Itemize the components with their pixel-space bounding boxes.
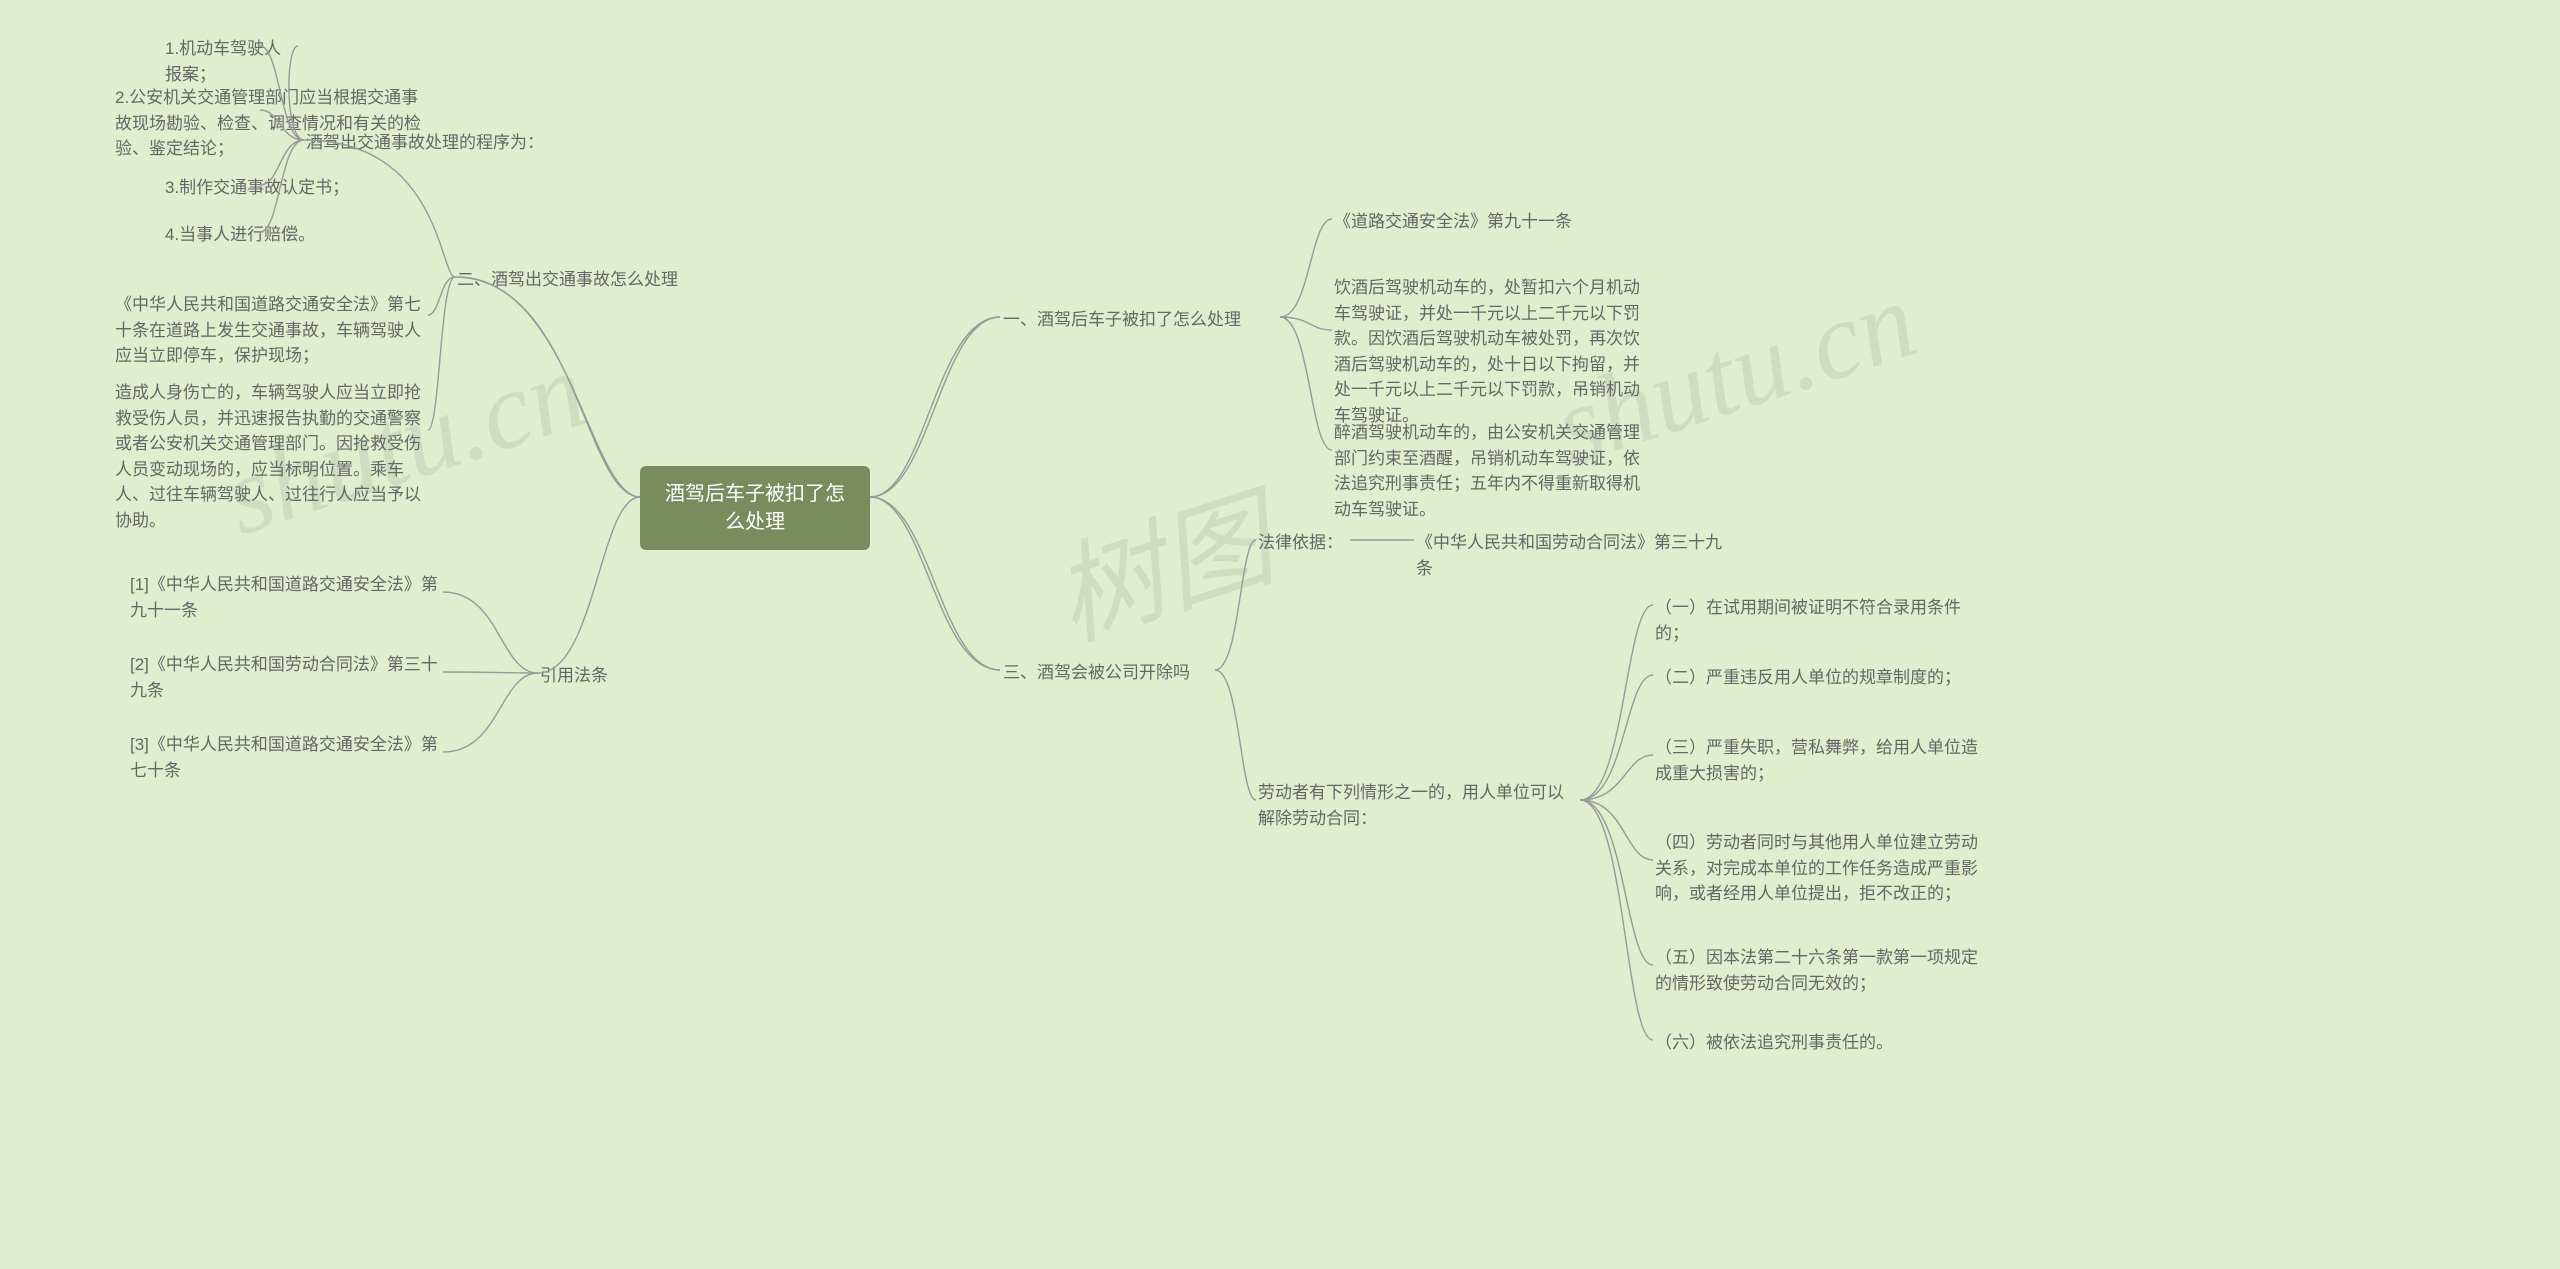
- leaf-r3b5: （五）因本法第二十六条第一款第一项规定的情形致使劳动合同无效的；: [1655, 945, 1985, 996]
- leaf-lref2: [2]《中华人民共和国劳动合同法》第三十九条: [130, 652, 440, 703]
- leaf-l2c: 造成人身伤亡的，车辆驾驶人应当立即抢救受伤人员，并迅速报告执勤的交通警察或者公安…: [115, 380, 425, 533]
- leaf-lref1: [1]《中华人民共和国道路交通安全法》第九十一条: [130, 572, 440, 623]
- leaf-r1b: 饮酒后驾驶机动车的，处暂扣六个月机动车驾驶证，并处一千元以上二千元以下罚款。因饮…: [1334, 275, 1654, 428]
- leaf-r3b: 劳动者有下列情形之一的，用人单位可以解除劳动合同：: [1258, 780, 1578, 831]
- leaf-r3b3: （三）严重失职，营私舞弊，给用人单位造成重大损害的；: [1655, 735, 1985, 786]
- leaf-r3b1: （一）在试用期间被证明不符合录用条件的；: [1655, 595, 1985, 646]
- leaf-l2a4: 4.当事人进行赔偿。: [165, 222, 325, 248]
- leaf-l2a2: 2.公安机关交通管理部门应当根据交通事故现场勘验、检查、调查情况和有关的检验、鉴…: [115, 85, 425, 162]
- leaf-r1c: 醉酒驾驶机动车的，由公安机关交通管理部门约束至酒醒，吊销机动车驾驶证，依法追究刑…: [1334, 420, 1654, 522]
- leaf-l2b: 《中华人民共和国道路交通安全法》第七十条在道路上发生交通事故，车辆驾驶人应当立即…: [115, 292, 425, 369]
- connector-lines: [0, 0, 2560, 1269]
- leaf-r1a: 《道路交通安全法》第九十一条: [1334, 209, 1634, 235]
- center-node: 酒驾后车子被扣了怎么处理: [640, 466, 870, 550]
- leaf-r3a: 法律依据：: [1258, 530, 1343, 556]
- branch-lref-label: 引用法条: [540, 663, 608, 689]
- leaf-r3b6: （六）被依法追究刑事责任的。: [1655, 1030, 1985, 1056]
- branch-r1-label: 一、酒驾后车子被扣了怎么处理: [1003, 307, 1241, 333]
- connectors: [0, 0, 2560, 1269]
- leaf-l2a1: 1.机动车驾驶人报案；: [165, 36, 295, 87]
- leaf-lref3: [3]《中华人民共和国道路交通安全法》第七十条: [130, 732, 440, 783]
- branch-r3-label: 三、酒驾会被公司开除吗: [1003, 660, 1190, 686]
- leaf-r3a1: 《中华人民共和国劳动合同法》第三十九条: [1416, 530, 1736, 581]
- leaf-r3b4: （四）劳动者同时与其他用人单位建立劳动关系，对完成本单位的工作任务造成严重影响，…: [1655, 830, 1985, 907]
- branch-l2-label: 二、酒驾出交通事故怎么处理: [457, 267, 678, 293]
- leaf-l2a3: 3.制作交通事故认定书；: [165, 175, 365, 201]
- leaf-r3b2: （二）严重违反用人单位的规章制度的；: [1655, 665, 1985, 691]
- watermark-mid: 树图: [1031, 450, 1290, 670]
